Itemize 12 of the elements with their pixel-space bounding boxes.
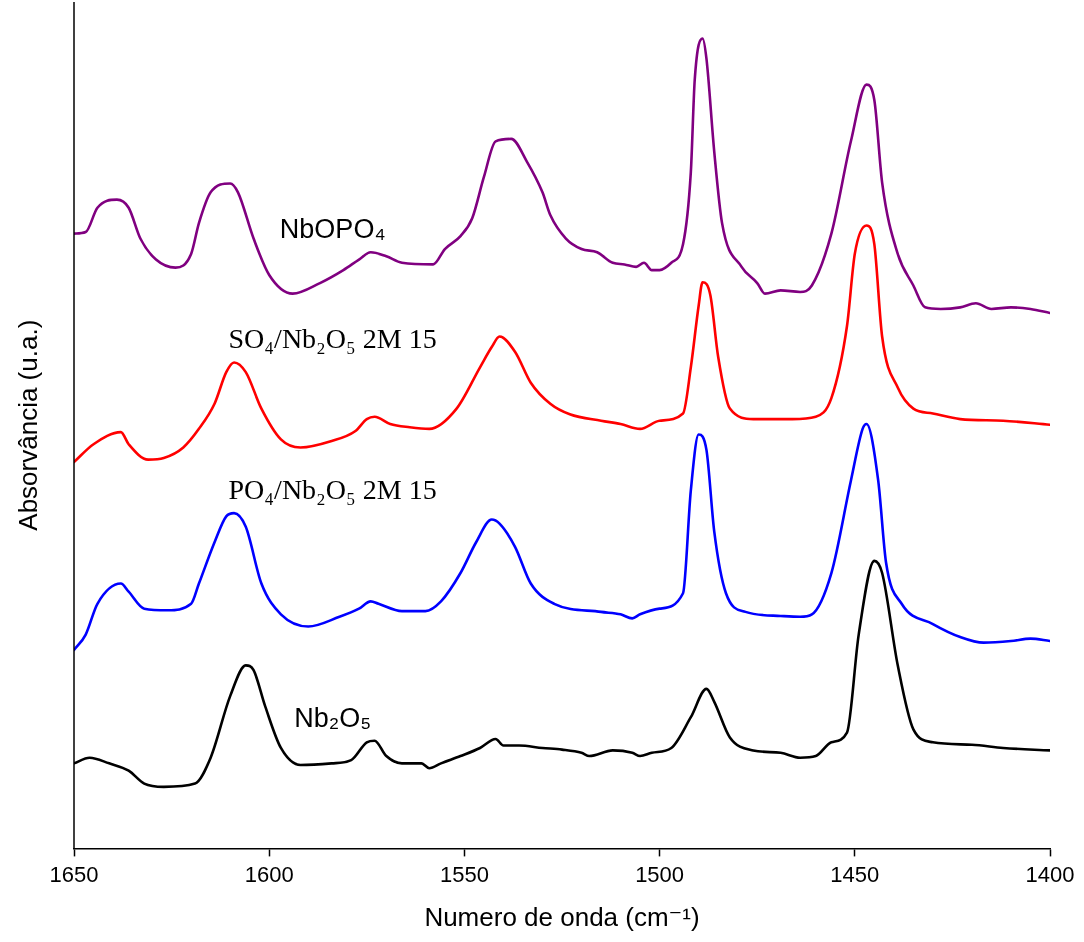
y-axis-title: Absorvância (u.a.) xyxy=(13,319,44,531)
series-label: NbOPO₄ xyxy=(279,214,386,245)
x-tick-label: 1650 xyxy=(49,861,99,887)
x-tick-label: 1600 xyxy=(244,861,294,887)
x-tick-label: 1550 xyxy=(439,861,489,887)
x-tick-label: 1450 xyxy=(830,861,880,887)
x-axis-title: Numero de onda (cm⁻¹) xyxy=(424,901,700,932)
series-label: Nb₂O₅ xyxy=(294,702,372,733)
x-tick-label: 1400 xyxy=(1025,861,1075,887)
series-label: SO₄/Nb₂O₅ 2M 15 xyxy=(228,323,437,355)
x-tick-label: 1500 xyxy=(635,861,685,887)
series-label: PO₄/Nb₂O₅ 2M 15 xyxy=(228,474,437,506)
